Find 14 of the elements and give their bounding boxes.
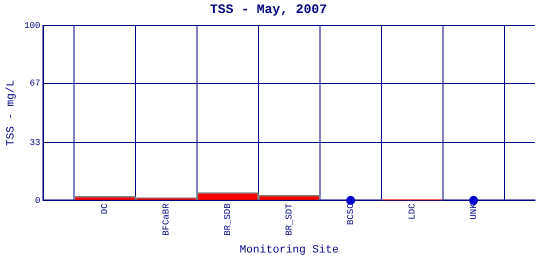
x-tick-label: LDC bbox=[407, 202, 418, 220]
x-tick-label: BR_SDT bbox=[284, 202, 295, 236]
y-tick-label: 33 bbox=[30, 138, 40, 148]
x-tick-label: BFCaBR bbox=[162, 202, 172, 236]
chart-title: TSS - May, 2007 bbox=[210, 2, 328, 18]
y-tick-label: 0 bbox=[34, 196, 40, 206]
x-tick-label: UNK bbox=[468, 202, 479, 220]
y-tick-label: 100 bbox=[24, 20, 40, 31]
y-tick-label: 67 bbox=[30, 78, 40, 89]
x-tick-label: BR_SDB bbox=[223, 202, 234, 236]
x-tick-label: DC bbox=[100, 202, 110, 214]
x-axis-title: Monitoring Site bbox=[240, 244, 339, 256]
x-tick-label: BCSC bbox=[346, 202, 356, 226]
y-axis-title: TSS - mg/L bbox=[6, 80, 18, 146]
